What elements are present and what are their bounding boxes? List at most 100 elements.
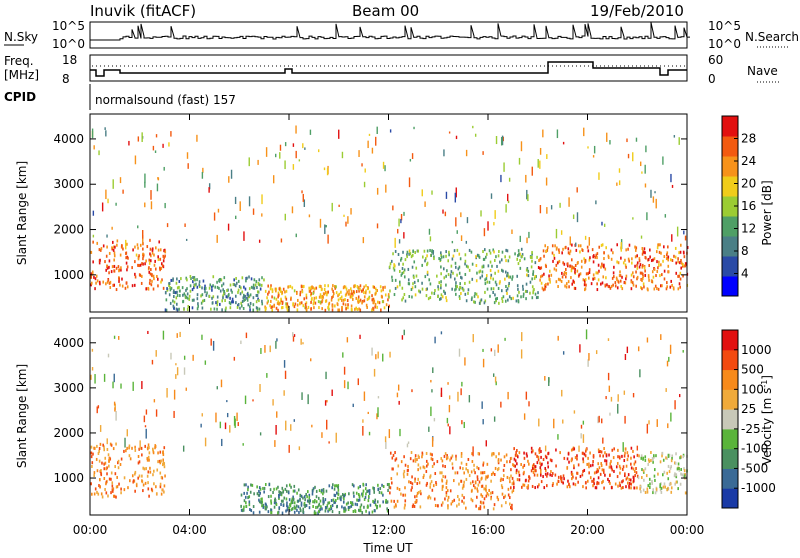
range-cell [371, 294, 373, 298]
range-cell [270, 299, 272, 303]
range-cell [640, 278, 642, 282]
range-cell [291, 497, 294, 501]
range-cell [175, 374, 177, 379]
range-cell [141, 474, 143, 478]
range-cell [206, 291, 208, 295]
range-cell [675, 475, 678, 479]
range-cell [573, 410, 576, 414]
range-cell [280, 306, 283, 310]
range-cell [526, 237, 528, 244]
range-cell [350, 208, 352, 215]
range-cell [429, 482, 432, 486]
range-cell [502, 136, 505, 142]
range-cell [610, 459, 612, 463]
range-cell [530, 446, 533, 450]
range-cell [534, 486, 536, 490]
range-cell [371, 308, 373, 312]
range-cell [479, 299, 482, 303]
range-cell [559, 202, 561, 208]
range-cell [646, 487, 649, 491]
range-cell [624, 451, 626, 455]
range-cell [123, 476, 126, 480]
range-cell [375, 506, 378, 510]
range-cell [667, 245, 669, 249]
range-cell [445, 457, 448, 461]
range-cell [395, 457, 398, 461]
range-cell [608, 480, 611, 484]
range-cell [594, 486, 597, 490]
range-cell [621, 275, 623, 279]
range-cell [211, 301, 214, 305]
range-cell [387, 488, 389, 492]
range-cell [96, 406, 98, 414]
range-cell [513, 447, 515, 451]
range-cell [491, 264, 493, 268]
range-cell [347, 381, 349, 390]
range-cell [478, 480, 481, 484]
range-cell [505, 284, 507, 288]
range-cell [661, 454, 663, 458]
range-cell [560, 478, 563, 482]
range-cell [172, 277, 174, 281]
range-cell [500, 136, 503, 146]
range-cell [411, 482, 414, 486]
range-cell [522, 292, 525, 296]
range-cell [546, 154, 548, 159]
range-cell [529, 291, 531, 295]
freq-left-tick-bottom: 8 [62, 72, 70, 86]
range-cell [319, 507, 321, 511]
range-cell [482, 461, 485, 465]
range-cell [347, 303, 349, 307]
range-cell [546, 484, 548, 488]
range-cell [558, 248, 560, 252]
range-cell [401, 267, 404, 271]
range-cell [579, 272, 582, 276]
range-cell [163, 446, 166, 450]
range-cell [277, 295, 279, 299]
range-cell [290, 508, 293, 512]
range-cell [262, 486, 264, 490]
range-cell [176, 333, 178, 338]
range-cell [116, 243, 118, 247]
range-cell [152, 447, 154, 451]
range-cell [285, 302, 287, 306]
range-cell [279, 493, 281, 497]
range-cell [108, 281, 111, 285]
range-cell [343, 214, 345, 217]
range-cell [605, 246, 607, 250]
range-cell [365, 303, 368, 307]
range-cell [391, 275, 393, 279]
range-cell [309, 289, 312, 293]
range-cell [476, 489, 479, 493]
range-cell [614, 281, 617, 285]
nsky-right-tick-bottom: 10^0 [708, 37, 741, 51]
range-cell [296, 303, 299, 307]
range-cell [540, 468, 542, 472]
range-cell [571, 472, 574, 476]
range-cell [246, 292, 249, 296]
range-cell [314, 498, 316, 502]
range-cell [612, 251, 614, 255]
range-cell [671, 454, 674, 458]
range-cell [417, 491, 420, 495]
range-cell [427, 297, 430, 301]
range-cell [322, 497, 324, 501]
range-cell [337, 308, 339, 312]
range-cell [302, 284, 305, 288]
range-cell [293, 289, 296, 293]
range-cell [344, 285, 347, 289]
range-cell [487, 264, 490, 268]
range-cell [441, 471, 443, 475]
range-cell [432, 484, 435, 488]
range-cell [322, 502, 325, 506]
range-cell [295, 125, 297, 134]
range-cell [275, 153, 277, 158]
range-cell [512, 489, 515, 493]
range-cell [586, 479, 589, 483]
range-cell [250, 277, 253, 281]
range-cell [601, 243, 604, 247]
range-cell [489, 294, 491, 298]
range-cell [636, 263, 638, 267]
range-cell [545, 249, 548, 253]
